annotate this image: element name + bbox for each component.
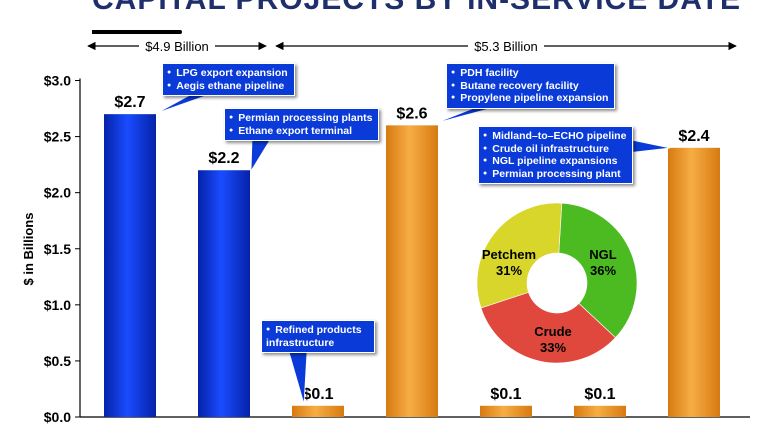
annotation-item: Permian processing plant	[483, 168, 626, 181]
annotation-pointer	[250, 139, 271, 173]
y-tick-label: $1.5	[44, 241, 71, 257]
y-tick-label: $3.0	[44, 73, 71, 89]
bar	[668, 147, 720, 418]
annotation-item: LPG export expansion	[167, 67, 287, 80]
annotation-callout: PDH facilityButane recovery facilityProp…	[446, 63, 616, 109]
bar-value-label: $0.1	[584, 386, 615, 403]
annotation-callout: Refined products infrastructure	[261, 320, 375, 353]
bar-value-label: $2.4	[678, 128, 709, 145]
bar-value-label: $2.6	[396, 105, 427, 122]
annotation-item: Crude oil infrastructure	[483, 143, 626, 156]
bar	[574, 405, 626, 417]
bar	[386, 125, 438, 417]
y-tick-label: $2.0	[44, 185, 71, 201]
annotation-item: Ethane export terminal	[229, 125, 372, 138]
pie-slice-value: 31%	[496, 263, 522, 278]
annotation-pointer	[435, 107, 493, 124]
pie-slice-label: Crude	[534, 324, 572, 339]
annotation-item: Midland–to–ECHO pipeline	[483, 130, 626, 143]
pie-slice-label: Petchem	[482, 247, 536, 262]
annotation-item: Aegis ethane pipeline	[167, 80, 288, 93]
annotation-callout: LPG export expansionAegis ethane pipelin…	[162, 63, 295, 96]
annotation-pointer	[632, 139, 671, 153]
pie-slice-label: NGL	[589, 247, 617, 262]
annotation-item: Propylene pipeline expansion	[451, 92, 608, 105]
bar	[198, 170, 250, 417]
annotation-item: PDH facility	[451, 67, 608, 80]
annotation-item: Permian processing plants	[229, 112, 372, 125]
y-tick-label: $0.0	[44, 409, 71, 425]
bar-value-label: $2.2	[208, 150, 239, 167]
y-axis-label: $ in Billions	[21, 213, 36, 286]
bar-value-label: $2.7	[114, 94, 145, 111]
pie-slice-value: 33%	[540, 340, 566, 355]
bar	[480, 405, 532, 417]
pie-slice	[558, 202, 638, 339]
annotation-callout: Permian processing plantsEthane export t…	[224, 108, 380, 141]
annotation-item: NGL pipeline expansions	[483, 155, 626, 168]
y-tick-label: $2.5	[44, 129, 71, 145]
title-underline	[92, 30, 182, 34]
annotation-callout: Midland–to–ECHO pipelineCrude oil infras…	[478, 126, 634, 184]
annotation-pointer	[156, 94, 209, 114]
pie-slice	[480, 291, 616, 364]
annotation-pointer	[288, 351, 308, 405]
bar	[292, 405, 344, 417]
bar-value-label: $0.1	[302, 386, 333, 403]
bracket-label: $5.3 Billion	[474, 39, 538, 54]
y-tick-label: $1.0	[44, 297, 71, 313]
y-tick-label: $0.5	[44, 353, 71, 369]
bar-value-label: $0.1	[490, 386, 521, 403]
bracket-label: $4.9 Billion	[145, 39, 209, 54]
chart-title: CAPITAL PROJECTS BY IN-SERVICE DATE	[92, 0, 741, 17]
pie-slice-value: 36%	[590, 263, 616, 278]
pie-slice	[476, 202, 563, 309]
annotation-item: Refined products infrastructure	[266, 324, 368, 349]
annotation-item: Butane recovery facility	[451, 80, 608, 93]
bar	[104, 114, 156, 418]
